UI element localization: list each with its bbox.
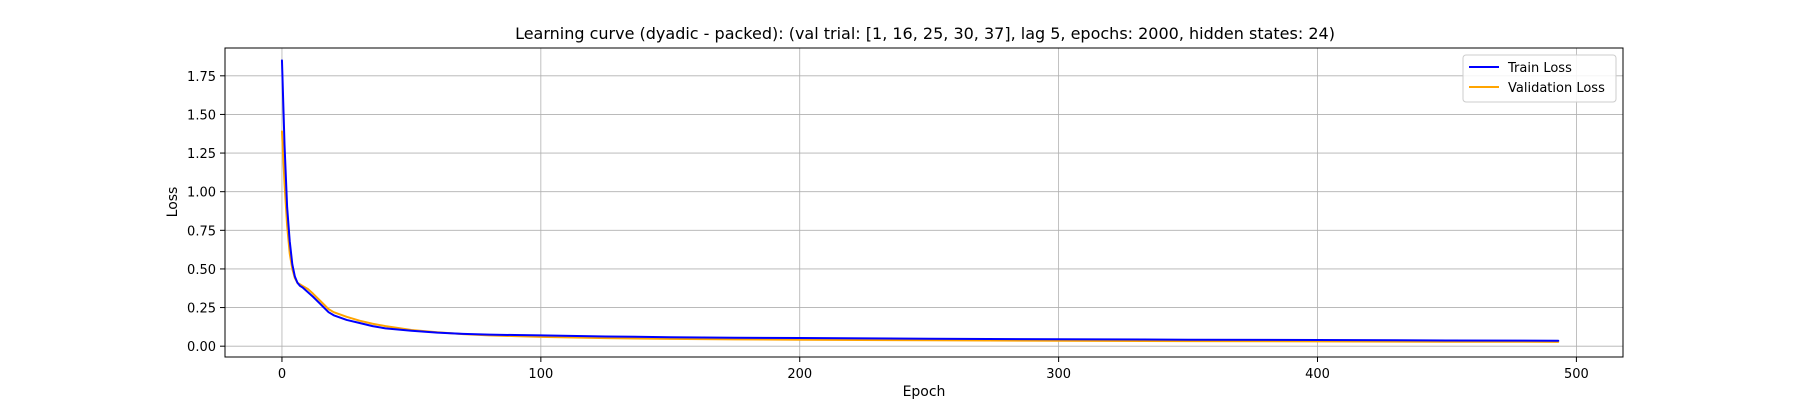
y-tick-label: 1.75	[187, 70, 216, 85]
x-tick-label: 0	[278, 367, 286, 382]
chart-title: Learning curve (dyadic - packed): (val t…	[515, 24, 1335, 43]
y-tick-label: 1.00	[187, 186, 216, 201]
plot-area	[224, 47, 1624, 358]
x-tick-label: 500	[1564, 367, 1589, 382]
y-axis: 0.00 0.25 0.50 0.75 1.00 1.25 1.50 1.75	[187, 70, 225, 355]
x-tick-label: 100	[528, 367, 553, 382]
legend-box	[1462, 54, 1617, 103]
train-loss-line	[280, 59, 1560, 342]
x-tick-label: 400	[1305, 367, 1330, 382]
y-tick-label: 1.25	[187, 147, 216, 162]
legend-train-label: Train Loss	[1507, 61, 1572, 76]
x-tick-label: 200	[787, 367, 812, 382]
plot-frame	[224, 47, 1624, 358]
legend: Train Loss Validation Loss	[1462, 54, 1617, 103]
y-tick-label: 0.50	[187, 263, 216, 278]
y-tick-label: 1.50	[187, 108, 216, 123]
legend-validation-label: Validation Loss	[1508, 81, 1605, 96]
plot-background	[225, 48, 1623, 357]
y-axis-label: Loss	[165, 187, 181, 218]
x-axis-label: Epoch	[903, 384, 946, 400]
x-tick-label: 300	[1046, 367, 1071, 382]
y-tick-label: 0.00	[187, 340, 216, 355]
series-layer	[280, 59, 1560, 343]
y-tick-label: 0.25	[187, 302, 216, 317]
x-axis: 0 100 200 300 400 500	[278, 357, 1589, 382]
grid-layer	[225, 48, 1623, 357]
y-tick-label: 0.75	[187, 224, 216, 239]
